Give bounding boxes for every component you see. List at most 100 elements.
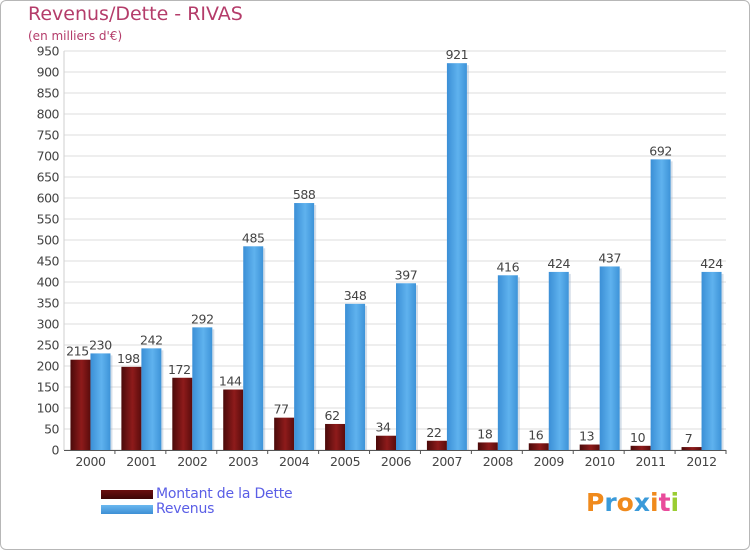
x-tick-label: 2012	[686, 454, 716, 469]
y-tick-label: 600	[37, 191, 60, 206]
y-tick-label: 150	[37, 380, 60, 395]
bar-revenus	[701, 271, 722, 450]
data-label-revenus: 348	[344, 288, 367, 303]
data-label-debt: 22	[426, 425, 441, 440]
y-tick-label: 200	[37, 359, 60, 374]
y-tick-label: 650	[37, 170, 60, 185]
data-label-debt: 144	[219, 374, 242, 389]
data-label-debt: 10	[630, 430, 646, 445]
data-label-revenus: 416	[497, 259, 520, 274]
y-tick-label: 300	[37, 317, 60, 332]
y-tick-label: 400	[37, 275, 60, 290]
bar-revenus	[650, 159, 671, 451]
bar-debt	[477, 442, 498, 450]
bar-shadow	[263, 248, 266, 450]
x-tick-label: 2006	[381, 454, 412, 469]
x-tick-label: 2002	[177, 454, 207, 469]
bar-revenus	[345, 303, 366, 450]
bar-debt	[325, 423, 346, 450]
bar-shadow	[365, 305, 368, 450]
x-tick-label: 2003	[228, 454, 258, 469]
data-label-revenus: 242	[140, 332, 163, 347]
bar-debt	[630, 445, 651, 450]
x-tick-label: 2007	[432, 454, 462, 469]
logo-letter: r	[604, 488, 617, 517]
data-label-debt: 77	[274, 402, 289, 417]
y-tick-label: 450	[37, 254, 60, 269]
bar-revenus	[141, 348, 162, 450]
bar-debt	[681, 447, 702, 450]
bar-revenus	[396, 283, 416, 450]
grid-layer	[63, 50, 726, 451]
x-tick-label: 2011	[636, 454, 666, 469]
bar-shadow	[517, 277, 520, 450]
bar-revenus	[497, 275, 518, 450]
bar-revenus	[192, 327, 213, 450]
logo-letter: x	[633, 488, 650, 517]
bar-debt	[223, 389, 244, 450]
legend-label-debt: Montant de la Dette	[156, 486, 293, 502]
bars	[70, 63, 724, 451]
logo-letter: t	[658, 488, 671, 517]
x-tick-label: 2004	[279, 454, 310, 469]
data-label-revenus: 230	[89, 337, 112, 352]
data-label-revenus: 424	[700, 256, 723, 271]
x-tick-label: 2010	[585, 454, 616, 469]
logo-letter: i	[650, 488, 659, 517]
y-tick-label: 50	[44, 422, 59, 437]
bar-shadow	[416, 285, 418, 450]
y-tick-label: 850	[37, 86, 60, 101]
legend-swatch-debt	[101, 490, 153, 499]
bar-debt	[426, 440, 447, 450]
y-tick-label: 0	[52, 443, 60, 458]
x-tick-label: 2005	[330, 454, 360, 469]
data-label-debt: 172	[168, 362, 191, 377]
y-tick-label: 350	[37, 296, 60, 311]
bar-revenus	[90, 353, 111, 450]
bar-debt	[70, 359, 91, 450]
data-label-debt: 215	[66, 344, 89, 359]
bar-debt	[172, 377, 193, 450]
bar-revenus	[446, 63, 467, 451]
data-label-revenus: 397	[395, 267, 418, 282]
y-tick-label: 700	[37, 149, 60, 164]
x-tick-label: 2008	[483, 454, 514, 469]
bar-shadow	[670, 161, 673, 451]
data-label-revenus: 424	[547, 256, 570, 271]
data-label-revenus: 437	[598, 250, 621, 265]
data-label-debt: 13	[579, 429, 594, 444]
data-label-debt: 18	[477, 426, 493, 441]
bar-shadow	[110, 355, 113, 450]
data-label-revenus: 292	[191, 311, 214, 326]
logo-letter: o	[616, 488, 634, 517]
bar-revenus	[548, 271, 569, 450]
chart-title: Revenus/Dette - RIVAS	[28, 3, 243, 25]
y-axis-ticks: 0 50 100 150 200 250 300 350 400 450 500 550 600 650 7…	[37, 44, 60, 458]
data-label-debt: 34	[375, 420, 391, 435]
bar-revenus	[294, 203, 315, 450]
data-label-debt: 7	[685, 431, 693, 446]
x-tick-label: 2001	[126, 454, 156, 469]
bar-shadow	[721, 273, 724, 450]
data-label-debt: 198	[117, 351, 140, 366]
bar-debt	[121, 366, 142, 450]
y-tick-label: 500	[37, 233, 60, 248]
y-tick-label: 950	[37, 44, 60, 59]
y-tick-label: 550	[37, 212, 60, 227]
data-label-revenus: 692	[649, 143, 672, 158]
bar-shadow	[161, 350, 164, 450]
logo-letter: i	[670, 488, 680, 517]
bar-revenus	[243, 246, 264, 450]
y-tick-label: 900	[37, 65, 60, 80]
legend-swatch-revenus	[101, 505, 153, 514]
bar-shadow	[466, 65, 469, 451]
bar-shadow	[212, 329, 215, 450]
bar-debt	[579, 444, 600, 450]
x-tick-label: 2009	[534, 454, 565, 469]
chart-subtitle: (en milliers d'€)	[28, 29, 123, 43]
x-axis-ticks: 2000 2001 2002 2003 2004 2005 2006 2007 2008 2009…	[75, 450, 727, 469]
bar-shadow	[619, 268, 622, 450]
data-label-debt: 16	[528, 427, 544, 442]
